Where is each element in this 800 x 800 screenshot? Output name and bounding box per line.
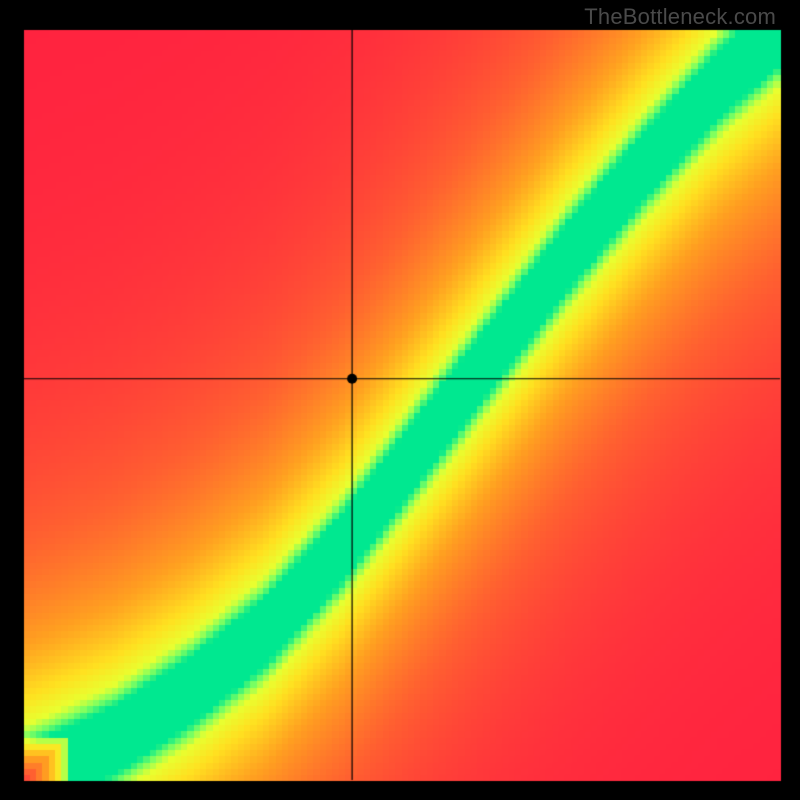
watermark-text: TheBottleneck.com: [584, 4, 776, 30]
chart-container: TheBottleneck.com: [0, 0, 800, 800]
bottleneck-heatmap: [0, 0, 800, 800]
